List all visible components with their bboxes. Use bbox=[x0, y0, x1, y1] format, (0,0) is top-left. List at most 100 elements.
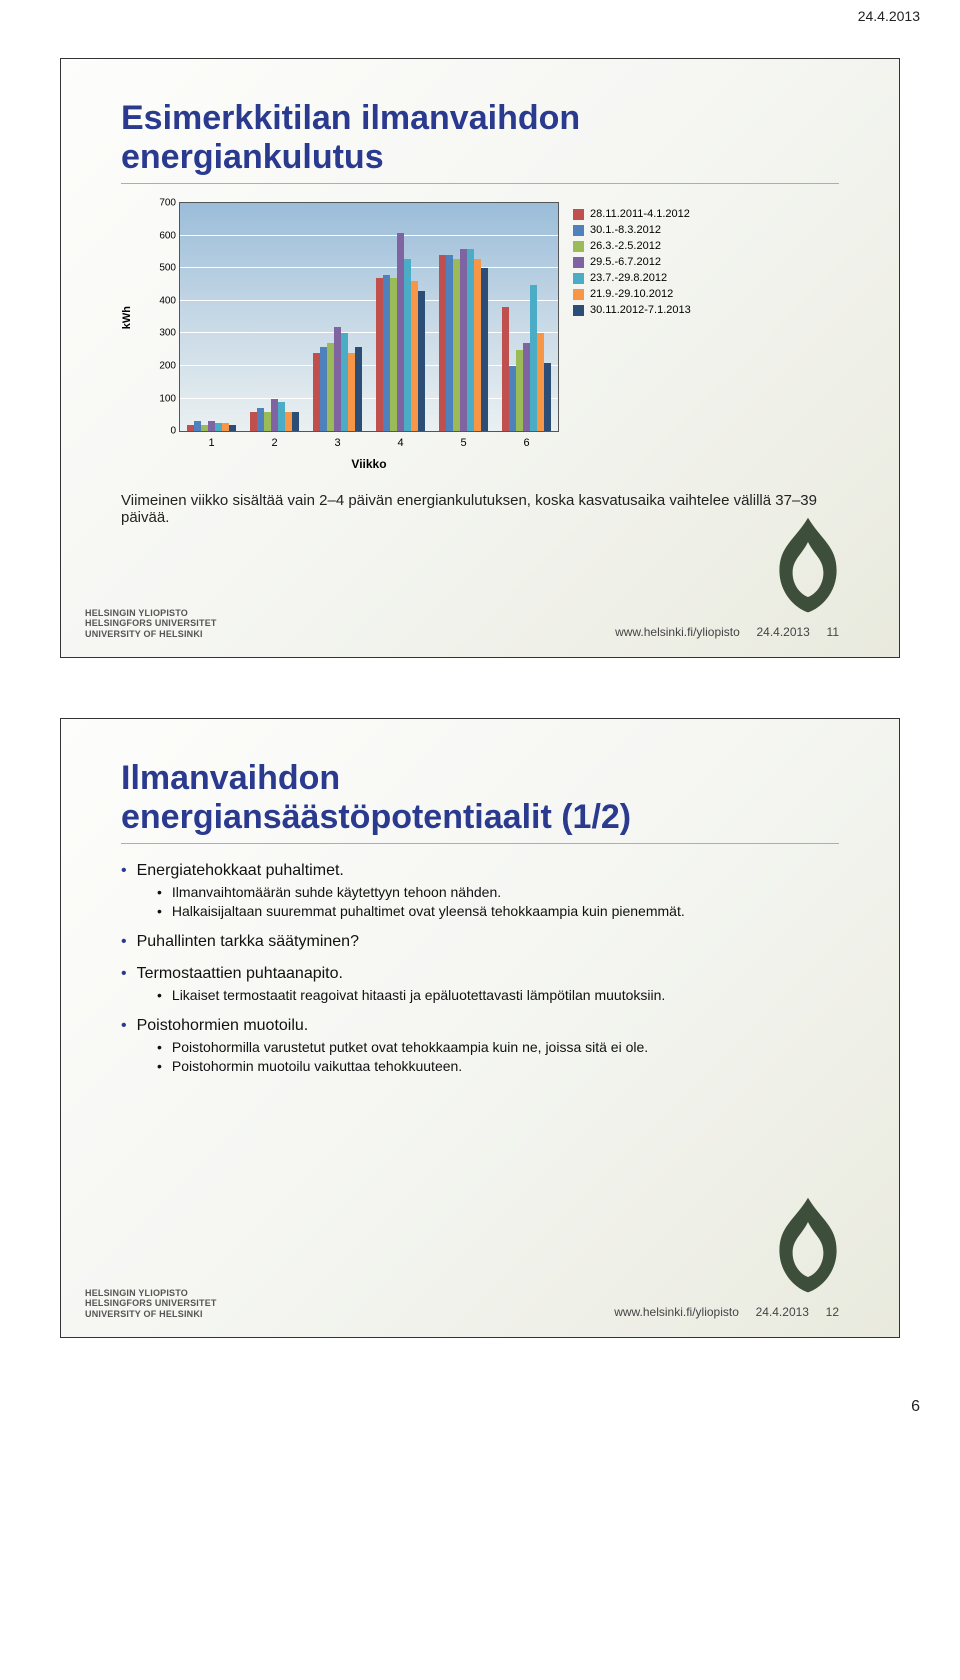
title-underline bbox=[121, 183, 839, 184]
x-ticks: 123456 bbox=[180, 437, 558, 449]
uni-fi-2: HELSINGIN YLIOPISTO bbox=[85, 1288, 188, 1298]
legend-swatch bbox=[573, 225, 584, 236]
bar bbox=[201, 425, 208, 432]
bar bbox=[229, 425, 236, 432]
title-underline-2 bbox=[121, 843, 839, 844]
bullet-4: Poistohormien muotoilu. bbox=[121, 1017, 308, 1034]
y-tick-label: 200 bbox=[146, 361, 176, 372]
bar bbox=[467, 249, 474, 431]
footer-url: www.helsinki.fi/yliopisto bbox=[615, 625, 740, 639]
bar bbox=[397, 233, 404, 432]
bar bbox=[264, 412, 271, 432]
bar bbox=[313, 353, 320, 431]
bar bbox=[383, 275, 390, 431]
y-tick-label: 100 bbox=[146, 393, 176, 404]
chart-wrap: kWh 0100200300400500600700 123456 Viikko… bbox=[121, 202, 839, 432]
y-ticks: 0100200300400500600700 bbox=[146, 203, 176, 431]
bullet-1: Energiatehokkaat puhaltimet. bbox=[121, 862, 344, 879]
uni-sv-2: HELSINGFORS UNIVERSITET bbox=[85, 1298, 217, 1308]
bar bbox=[187, 425, 194, 432]
bar bbox=[390, 278, 397, 431]
uni-en: UNIVERSITY OF HELSINKI bbox=[85, 629, 203, 639]
legend-item: 23.7.-29.8.2012 bbox=[573, 272, 691, 284]
bar bbox=[222, 423, 229, 431]
legend-swatch bbox=[573, 209, 584, 220]
slide1-caption: Viimeinen viikko sisältää vain 2–4 päivä… bbox=[121, 492, 839, 526]
legend-label: 30.11.2012-7.1.2013 bbox=[590, 304, 691, 316]
bar bbox=[334, 327, 341, 431]
slide2-title-line2: energiansäästöpotentiaalit (1/2) bbox=[121, 798, 631, 836]
bar bbox=[257, 408, 264, 431]
bar bbox=[509, 366, 516, 431]
slide-1: Esimerkkitilan ilmanvaihdon energiankulu… bbox=[60, 58, 900, 658]
bullet-3: Termostaattien puhtaanapito. bbox=[121, 965, 343, 982]
y-tick-label: 400 bbox=[146, 295, 176, 306]
bar bbox=[292, 412, 299, 432]
bar bbox=[537, 333, 544, 431]
bar-group bbox=[243, 203, 306, 431]
bar bbox=[285, 412, 292, 432]
bar-group bbox=[306, 203, 369, 431]
bar bbox=[460, 249, 467, 431]
x-tick-label: 4 bbox=[369, 437, 432, 449]
slide-2: Ilmanvaihdon energiansäästöpotentiaalit … bbox=[60, 718, 900, 1338]
bar bbox=[208, 421, 215, 431]
bar bbox=[355, 347, 362, 432]
university-names: HELSINGIN YLIOPISTO HELSINGFORS UNIVERSI… bbox=[85, 608, 217, 639]
bar bbox=[446, 255, 453, 431]
bar bbox=[474, 259, 481, 432]
legend-item: 28.11.2011-4.1.2012 bbox=[573, 208, 691, 220]
legend-swatch bbox=[573, 289, 584, 300]
legend-label: 28.11.2011-4.1.2012 bbox=[590, 208, 690, 220]
x-tick-label: 5 bbox=[432, 437, 495, 449]
bars-container bbox=[180, 203, 558, 431]
bar bbox=[320, 347, 327, 432]
y-tick-label: 500 bbox=[146, 263, 176, 274]
bar bbox=[439, 255, 446, 431]
footer-slide-num-2: 12 bbox=[826, 1305, 839, 1319]
bar bbox=[502, 307, 509, 431]
page-number: 6 bbox=[0, 1398, 960, 1436]
legend-label: 23.7.-29.8.2012 bbox=[590, 272, 667, 284]
bullet-3a: Likaiset termostaatit reagoivat hitaasti… bbox=[157, 987, 839, 1003]
bar bbox=[481, 268, 488, 431]
bar-group bbox=[432, 203, 495, 431]
bar-group bbox=[369, 203, 432, 431]
slide1-title-line2: energiankulutus bbox=[121, 138, 384, 176]
bar bbox=[250, 412, 257, 432]
legend-item: 30.1.-8.3.2012 bbox=[573, 224, 691, 236]
y-tick-label: 700 bbox=[146, 198, 176, 209]
footer-date: 24.4.2013 bbox=[756, 625, 809, 639]
bar bbox=[271, 399, 278, 432]
x-axis-label: Viikko bbox=[180, 457, 558, 471]
uni-en-2: UNIVERSITY OF HELSINKI bbox=[85, 1309, 203, 1319]
bullet-2: Puhallinten tarkka säätyminen? bbox=[121, 933, 359, 950]
bar bbox=[376, 278, 383, 431]
uni-fi: HELSINGIN YLIOPISTO bbox=[85, 608, 188, 618]
bar bbox=[418, 291, 425, 431]
bar bbox=[404, 259, 411, 432]
legend-label: 29.5.-6.7.2012 bbox=[590, 256, 661, 268]
legend-item: 30.11.2012-7.1.2013 bbox=[573, 304, 691, 316]
bar bbox=[327, 343, 334, 431]
slide1-footer: HELSINGIN YLIOPISTO HELSINGFORS UNIVERSI… bbox=[85, 608, 839, 639]
university-names-2: HELSINGIN YLIOPISTO HELSINGFORS UNIVERSI… bbox=[85, 1288, 217, 1319]
legend-label: 21.9.-29.10.2012 bbox=[590, 288, 673, 300]
bar bbox=[453, 259, 460, 432]
y-tick-label: 600 bbox=[146, 230, 176, 241]
slide2-title: Ilmanvaihdon energiansäästöpotentiaalit … bbox=[121, 759, 839, 837]
bar bbox=[530, 285, 537, 432]
bar-group bbox=[495, 203, 558, 431]
bar-group bbox=[180, 203, 243, 431]
legend-swatch bbox=[573, 305, 584, 316]
footer-right-2: www.helsinki.fi/yliopisto 24.4.2013 12 bbox=[614, 1305, 839, 1319]
legend-item: 26.3.-2.5.2012 bbox=[573, 240, 691, 252]
slide1-title: Esimerkkitilan ilmanvaihdon energiankulu… bbox=[121, 99, 839, 177]
bullet-1a: Ilmanvaihtomäärän suhde käytettyyn tehoo… bbox=[157, 884, 839, 900]
bar bbox=[215, 423, 222, 431]
uni-sv: HELSINGFORS UNIVERSITET bbox=[85, 618, 217, 628]
x-tick-label: 6 bbox=[495, 437, 558, 449]
bar bbox=[523, 343, 530, 431]
flame-icon-2 bbox=[753, 1189, 863, 1299]
bar bbox=[411, 281, 418, 431]
